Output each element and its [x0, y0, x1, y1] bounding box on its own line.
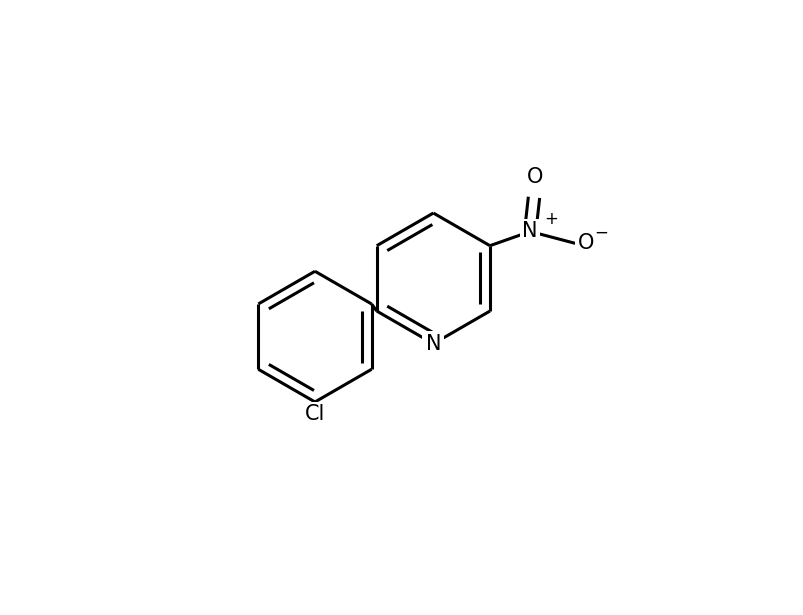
Text: N: N — [522, 221, 537, 242]
Text: O: O — [526, 167, 543, 186]
Text: −: − — [593, 224, 607, 242]
Text: O: O — [577, 233, 593, 253]
Text: +: + — [544, 210, 557, 228]
Text: N: N — [425, 334, 441, 354]
Text: Cl: Cl — [304, 404, 324, 424]
